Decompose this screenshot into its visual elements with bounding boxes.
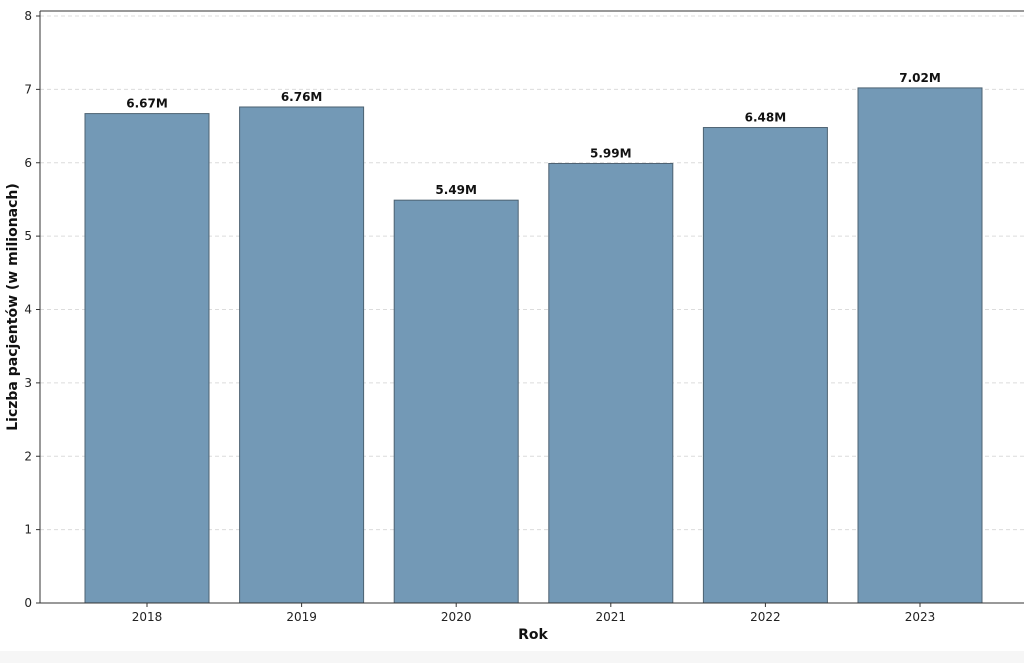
bar-2023 xyxy=(857,87,983,604)
y-tick-label: 6 xyxy=(24,156,32,170)
data-label: 6.67M xyxy=(126,97,168,111)
y-tick-label: 1 xyxy=(24,523,32,537)
x-ticks: 2018 2019 2020 2021 2022 2023 xyxy=(132,603,936,624)
bar-2018 xyxy=(84,113,210,604)
x-tick-label: 2018 xyxy=(132,610,163,624)
y-axis-title: Liczba pacjentów (w milionach) xyxy=(5,183,21,431)
data-labels: 6.67M 6.76M 5.49M 5.99M 6.48M 7.02M xyxy=(126,71,941,197)
y-tick-label: 5 xyxy=(24,229,32,243)
y-ticks: 0 1 2 3 4 5 6 7 8 xyxy=(24,9,40,610)
data-label: 5.99M xyxy=(590,146,632,160)
data-label: 6.48M xyxy=(745,111,787,125)
y-tick-label: 3 xyxy=(24,376,32,390)
x-tick-label: 2020 xyxy=(441,610,472,624)
y-tick-label: 2 xyxy=(24,449,32,463)
bar-2019 xyxy=(239,106,365,604)
bar-2020 xyxy=(393,199,519,604)
x-tick-label: 2019 xyxy=(286,610,317,624)
bars xyxy=(84,87,983,604)
data-label: 7.02M xyxy=(899,71,941,85)
bar-2022 xyxy=(702,127,828,604)
y-tick-label: 8 xyxy=(24,9,32,23)
bar-2021 xyxy=(548,162,674,604)
data-label: 6.76M xyxy=(281,90,323,104)
x-tick-label: 2021 xyxy=(596,610,627,624)
x-axis-title: Rok xyxy=(518,627,548,643)
axes xyxy=(39,10,1024,604)
x-tick-label: 2022 xyxy=(750,610,781,624)
y-tick-label: 4 xyxy=(24,303,32,317)
data-label: 5.49M xyxy=(435,183,477,197)
y-tick-label: 0 xyxy=(24,596,32,610)
y-tick-label: 7 xyxy=(24,82,32,96)
x-tick-label: 2023 xyxy=(905,610,936,624)
bottom-strip xyxy=(0,651,1024,663)
